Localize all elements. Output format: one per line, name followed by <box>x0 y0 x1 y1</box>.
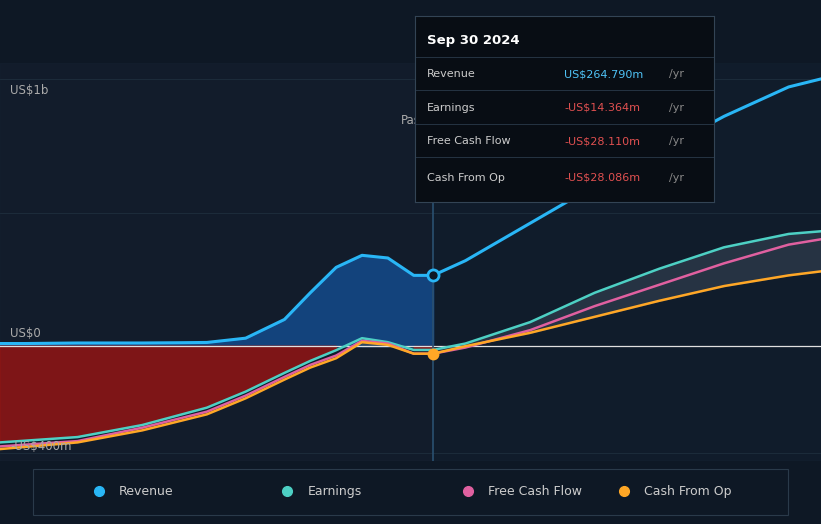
Text: US$0: US$0 <box>11 326 41 340</box>
Text: /yr: /yr <box>669 69 685 79</box>
Text: -US$14.364m: -US$14.364m <box>565 103 640 113</box>
Text: /yr: /yr <box>669 172 685 182</box>
Text: Earnings: Earnings <box>427 103 475 113</box>
Text: -US$400m: -US$400m <box>11 440 72 453</box>
Text: -US$28.110m: -US$28.110m <box>565 136 640 146</box>
Bar <box>433 63 821 461</box>
Text: -US$28.086m: -US$28.086m <box>565 172 640 182</box>
Text: Revenue: Revenue <box>119 485 174 498</box>
Text: Free Cash Flow: Free Cash Flow <box>488 485 582 498</box>
Text: Free Cash Flow: Free Cash Flow <box>427 136 510 146</box>
Text: Past: Past <box>401 114 425 127</box>
Bar <box>0 63 433 461</box>
Text: Sep 30 2024: Sep 30 2024 <box>427 35 519 47</box>
Text: Cash From Op: Cash From Op <box>644 485 732 498</box>
Text: /yr: /yr <box>669 103 685 113</box>
Text: Revenue: Revenue <box>427 69 475 79</box>
Text: US$264.790m: US$264.790m <box>565 69 644 79</box>
Text: Cash From Op: Cash From Op <box>427 172 504 182</box>
Text: US$1b: US$1b <box>11 84 48 97</box>
Text: /yr: /yr <box>669 136 685 146</box>
Text: Earnings: Earnings <box>308 485 362 498</box>
Text: Analysts Forecasts: Analysts Forecasts <box>441 114 551 127</box>
